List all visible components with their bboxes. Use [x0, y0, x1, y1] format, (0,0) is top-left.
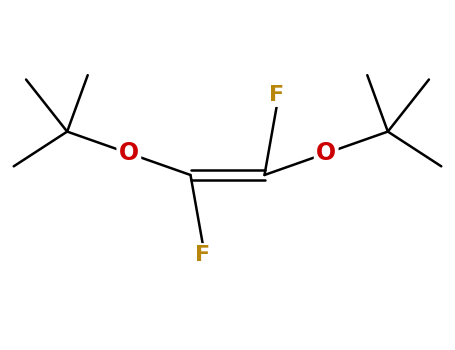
Text: O: O — [316, 141, 336, 165]
Text: F: F — [269, 85, 284, 105]
Text: F: F — [195, 245, 210, 265]
Text: O: O — [119, 141, 139, 165]
